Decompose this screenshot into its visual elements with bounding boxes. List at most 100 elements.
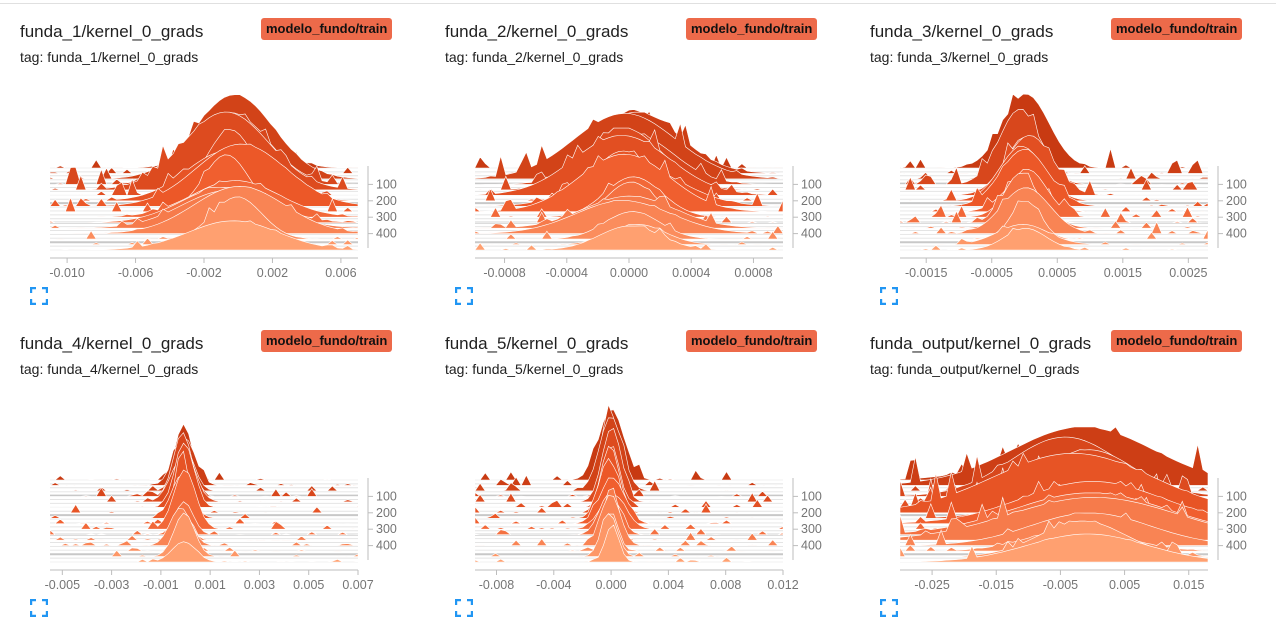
histogram-plot[interactable]: -0.005 -0.003 -0.001 0.001 0.003 0.005 0.007 10… [0, 392, 410, 592]
step-tick-label: 200 [801, 506, 822, 520]
expand-icon[interactable] [880, 287, 898, 305]
x-tick-label: 0.0000 [610, 266, 648, 280]
histogram-ridge [50, 507, 359, 546]
top-divider [0, 3, 1276, 4]
run-badge: modelo_fundo/train [1111, 330, 1243, 352]
x-tick-label: -0.0004 [546, 266, 588, 280]
x-tick-label: -0.002 [186, 266, 221, 280]
step-tick-label: 100 [376, 489, 397, 503]
histogram-card: funda_output/kernel_0_grads tag: funda_o… [850, 312, 1260, 622]
step-tick-label: 300 [1226, 522, 1247, 536]
histogram-ridge [474, 417, 784, 492]
histogram-ridge [899, 200, 1209, 240]
x-tick-label: -0.005 [45, 578, 80, 592]
card-tag: tag: funda_5/kernel_0_grads [445, 361, 624, 377]
histogram-ridge [899, 93, 1208, 169]
histogram-ridge [474, 513, 784, 557]
histogram-ridge [474, 446, 784, 508]
histogram-ridge [50, 220, 359, 251]
step-tick-label: 400 [376, 227, 397, 241]
histogram-card: funda_1/kernel_0_grads tag: funda_1/kern… [0, 0, 410, 310]
step-tick-label: 300 [801, 522, 822, 536]
x-tick-label: 0.0004 [672, 266, 710, 280]
x-tick-label: -0.006 [118, 266, 153, 280]
histogram-ridge [49, 456, 359, 503]
card-title: funda_2/kernel_0_grads [445, 22, 629, 41]
histogram-ridge [50, 185, 359, 234]
expand-icon[interactable] [455, 287, 473, 305]
histogram-ridge [899, 149, 1209, 207]
histogram-ridge [50, 450, 358, 514]
x-tick-label: 0.000 [595, 578, 626, 592]
histogram-ridge [49, 442, 359, 508]
histogram-ridge [49, 521, 359, 552]
run-badge: modelo_fundo/train [686, 330, 818, 352]
histogram-plot[interactable]: -0.010 -0.006 -0.002 0.002 0.006 100 200 300 400 [0, 80, 410, 280]
expand-icon[interactable] [880, 599, 898, 617]
x-tick-label: 0.0008 [734, 266, 772, 280]
histogram-card: funda_3/kernel_0_grads tag: funda_3/kern… [850, 0, 1260, 310]
histogram-ridge [899, 533, 1209, 563]
histogram-plot[interactable]: -0.025 -0.015 -0.005 0.005 0.015 100 200 300 400 [850, 392, 1260, 592]
x-tick-label: -0.0015 [905, 266, 947, 280]
card-title: funda_1/kernel_0_grads [20, 22, 204, 41]
run-badge: modelo_fundo/train [261, 330, 393, 352]
histogram-card: funda_5/kernel_0_grads tag: funda_5/kern… [425, 312, 835, 622]
step-tick-label: 200 [376, 194, 397, 208]
histogram-ridge [899, 223, 1209, 245]
step-tick-label: 200 [801, 194, 822, 208]
run-badge: modelo_fundo/train [261, 18, 393, 40]
histogram-card: funda_2/kernel_0_grads tag: funda_2/kern… [425, 0, 835, 310]
step-tick-label: 400 [376, 539, 397, 553]
histogram-ridge [50, 469, 359, 530]
histogram-ridge [49, 436, 359, 487]
histogram-ridge [475, 493, 784, 530]
x-tick-label: 0.0005 [1038, 266, 1076, 280]
histogram-plot[interactable]: -0.008 -0.004 0.000 0.004 0.008 0.012 100 200 30… [425, 392, 835, 592]
histogram-ridge [474, 524, 783, 563]
histogram-plot[interactable]: -0.0008 -0.0004 0.0000 0.0004 0.0008 100 200 30… [425, 80, 835, 280]
histogram-ridge [474, 513, 784, 552]
x-tick-label: 0.007 [342, 578, 373, 592]
histogram-ridge [49, 510, 359, 541]
expand-icon[interactable] [455, 599, 473, 617]
histogram-ridge [900, 228, 1208, 251]
x-tick-label: 0.005 [293, 578, 324, 592]
histogram-ridge [50, 541, 359, 563]
step-tick-label: 300 [376, 522, 397, 536]
step-tick-label: 200 [376, 506, 397, 520]
card-tag: tag: funda_2/kernel_0_grads [445, 49, 624, 65]
step-tick-label: 400 [1226, 227, 1247, 241]
step-tick-label: 400 [1226, 539, 1247, 553]
x-tick-label: 0.003 [244, 578, 275, 592]
step-tick-label: 100 [376, 177, 397, 191]
histogram-ridge [50, 432, 358, 497]
x-tick-label: 0.015 [1173, 578, 1204, 592]
step-tick-label: 100 [1226, 177, 1247, 191]
histogram-plot[interactable]: -0.0015 -0.0005 0.0005 0.0015 0.0025 100 200 30… [850, 80, 1260, 280]
x-tick-label: -0.015 [979, 578, 1014, 592]
card-title: funda_output/kernel_0_grads [870, 334, 1092, 353]
card-tag: tag: funda_output/kernel_0_grads [870, 361, 1080, 377]
x-tick-label: -0.008 [479, 578, 514, 592]
x-tick-label: 0.002 [257, 266, 288, 280]
x-tick-label: -0.0008 [483, 266, 525, 280]
card-tag: tag: funda_1/kernel_0_grads [20, 49, 199, 65]
x-tick-label: 0.012 [767, 578, 798, 592]
step-tick-label: 300 [1226, 210, 1247, 224]
histogram-ridge [49, 445, 359, 492]
card-tag: tag: funda_3/kernel_0_grads [870, 49, 1049, 65]
step-tick-label: 400 [801, 227, 822, 241]
card-title: funda_5/kernel_0_grads [445, 334, 629, 353]
histogram-ridge [900, 187, 1209, 234]
histogram-ridge [474, 494, 783, 546]
expand-icon[interactable] [30, 287, 48, 305]
x-tick-label: 0.004 [653, 578, 684, 592]
x-tick-label: 0.006 [325, 266, 356, 280]
x-tick-label: 0.0015 [1104, 266, 1142, 280]
card-title: funda_4/kernel_0_grads [20, 334, 204, 353]
card-tag: tag: funda_4/kernel_0_grads [20, 361, 199, 377]
expand-icon[interactable] [30, 599, 48, 617]
histogram-ridge [49, 512, 359, 557]
x-tick-label: -0.001 [143, 578, 178, 592]
